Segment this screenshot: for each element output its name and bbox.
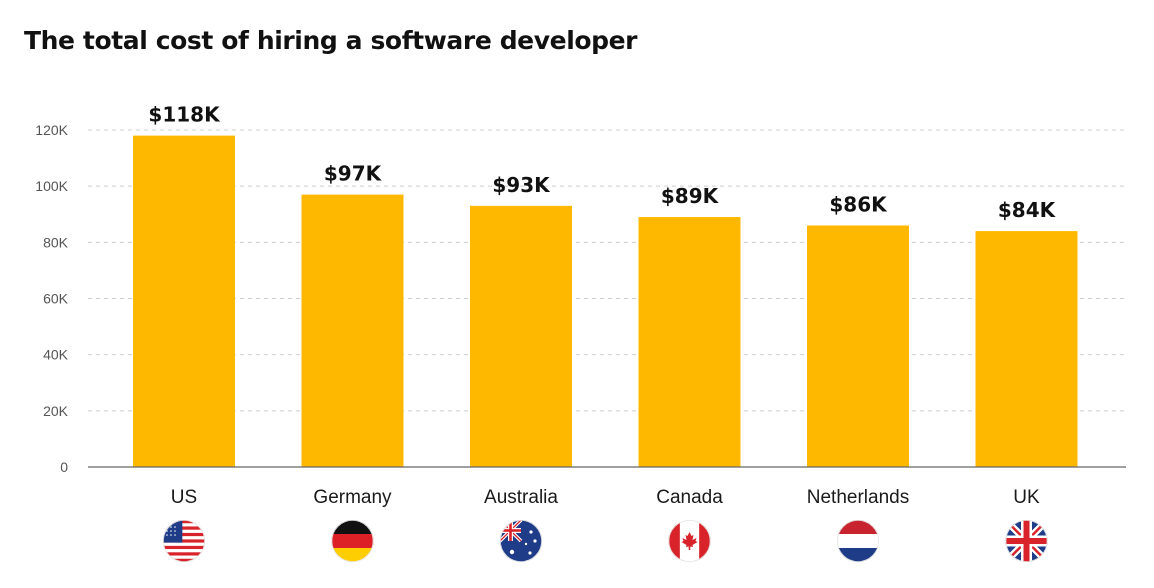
bar-value-label: $118K bbox=[148, 103, 221, 127]
bar bbox=[807, 225, 909, 467]
y-tick-label: 60K bbox=[43, 291, 69, 307]
y-tick-label: 100K bbox=[35, 178, 68, 194]
x-category-label: Australia bbox=[484, 487, 558, 508]
x-category-label: US bbox=[171, 487, 197, 508]
y-tick-label: 80K bbox=[43, 234, 69, 250]
us-flag-icon bbox=[162, 520, 205, 563]
x-category-label: UK bbox=[1013, 487, 1040, 508]
uk-flag-icon bbox=[1005, 520, 1048, 563]
bar-value-label: $89K bbox=[661, 184, 720, 208]
bar-value-label: $86K bbox=[829, 192, 888, 216]
bar bbox=[301, 194, 404, 467]
bar bbox=[638, 217, 741, 467]
chart-title: The total cost of hiring a software deve… bbox=[24, 26, 638, 55]
x-category-label: Canada bbox=[656, 487, 723, 508]
bar-value-label: $93K bbox=[492, 173, 551, 197]
y-tick-label: 20K bbox=[43, 403, 69, 419]
germany-flag-icon bbox=[331, 520, 374, 563]
y-tick-label: 0 bbox=[60, 459, 68, 475]
bar bbox=[133, 135, 235, 467]
x-category-label: Germany bbox=[313, 487, 392, 508]
x-category-label: Netherlands bbox=[807, 487, 909, 508]
bar bbox=[975, 231, 1078, 467]
bar-value-label: $97K bbox=[324, 162, 383, 186]
australia-flag-icon bbox=[499, 520, 542, 563]
netherlands-flag-icon bbox=[837, 520, 880, 563]
canada-flag-icon bbox=[668, 520, 711, 563]
bar bbox=[470, 205, 572, 467]
y-tick-label: 120K bbox=[35, 122, 68, 138]
y-tick-label: 40K bbox=[43, 347, 69, 363]
bar-value-label: $84K bbox=[998, 198, 1057, 222]
